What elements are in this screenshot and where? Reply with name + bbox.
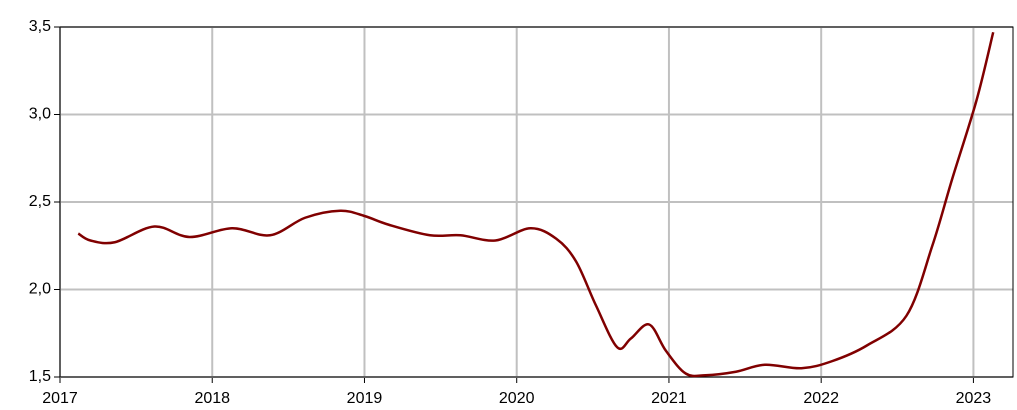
x-tick-label: 2017 [42, 390, 78, 407]
x-tick-label: 2022 [803, 390, 839, 407]
x-tick-label: 2018 [194, 390, 230, 407]
line-series [77, 31, 995, 378]
y-tick-label: 2,0 [29, 281, 51, 298]
y-tick-label: 1,5 [29, 368, 51, 385]
y-tick-label: 3,5 [29, 18, 51, 35]
x-tick-label: 2021 [651, 390, 687, 407]
plot-frame [59, 26, 1014, 378]
x-tick-label: 2019 [347, 390, 383, 407]
x-tick-label: 2023 [956, 390, 992, 407]
x-tick-label: 2020 [499, 390, 535, 407]
y-tick-label: 2,5 [29, 193, 51, 210]
y-tick-label: 3,0 [29, 106, 51, 123]
